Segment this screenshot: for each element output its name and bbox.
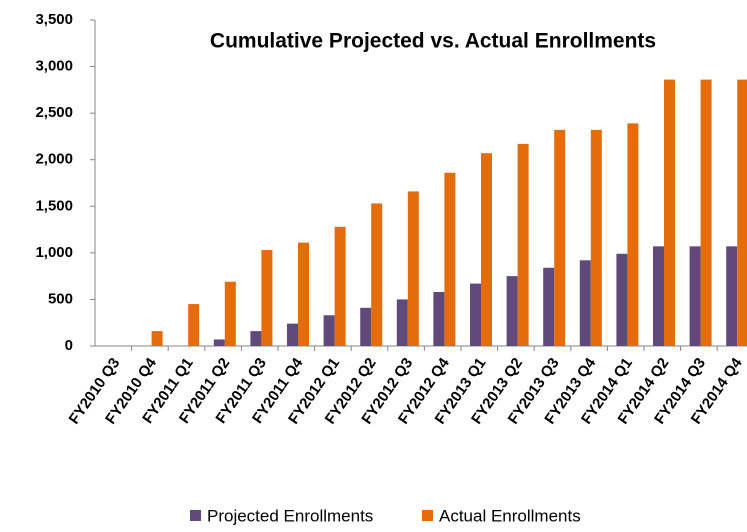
legend-swatch (422, 510, 433, 521)
y-tick-label: 2,000 (35, 151, 73, 168)
bar (517, 143, 529, 346)
bar (726, 246, 738, 346)
chart-title: Cumulative Projected vs. Actual Enrollme… (210, 30, 656, 53)
bar (407, 191, 419, 346)
bar (261, 250, 273, 346)
bar (444, 172, 456, 346)
y-tick-label: 2,500 (35, 104, 73, 121)
bar (396, 299, 408, 346)
bar (664, 79, 675, 347)
bar (188, 304, 200, 346)
bar (151, 331, 163, 346)
y-tick-label: 3,500 (35, 11, 73, 28)
bar (579, 260, 591, 346)
bar (371, 203, 383, 346)
bar (433, 291, 445, 346)
bar (554, 129, 566, 346)
legend-label: Projected Enrollments (207, 506, 373, 525)
bar (250, 331, 262, 346)
bar (700, 79, 712, 347)
bar (470, 283, 481, 346)
bar (334, 226, 346, 346)
bar (298, 242, 309, 346)
bar (590, 129, 602, 346)
y-tick-label: 500 (48, 290, 73, 307)
bar (323, 315, 335, 346)
bar (360, 307, 372, 346)
bar (224, 281, 236, 346)
y-tick-label: 1,500 (35, 197, 73, 214)
y-tick-label: 3,000 (35, 58, 73, 75)
bar (213, 339, 225, 346)
bar (616, 253, 628, 346)
y-tick-label: 1,000 (35, 244, 73, 261)
bar (543, 267, 555, 346)
legend-label: Actual Enrollments (439, 506, 581, 525)
bar (737, 79, 747, 347)
bar (481, 153, 492, 346)
bar (627, 123, 639, 346)
bar (689, 246, 701, 346)
bar (506, 276, 518, 346)
bar (653, 246, 664, 346)
legend-swatch (190, 510, 201, 521)
bar (287, 323, 298, 346)
y-tick-label: 0 (65, 337, 73, 354)
